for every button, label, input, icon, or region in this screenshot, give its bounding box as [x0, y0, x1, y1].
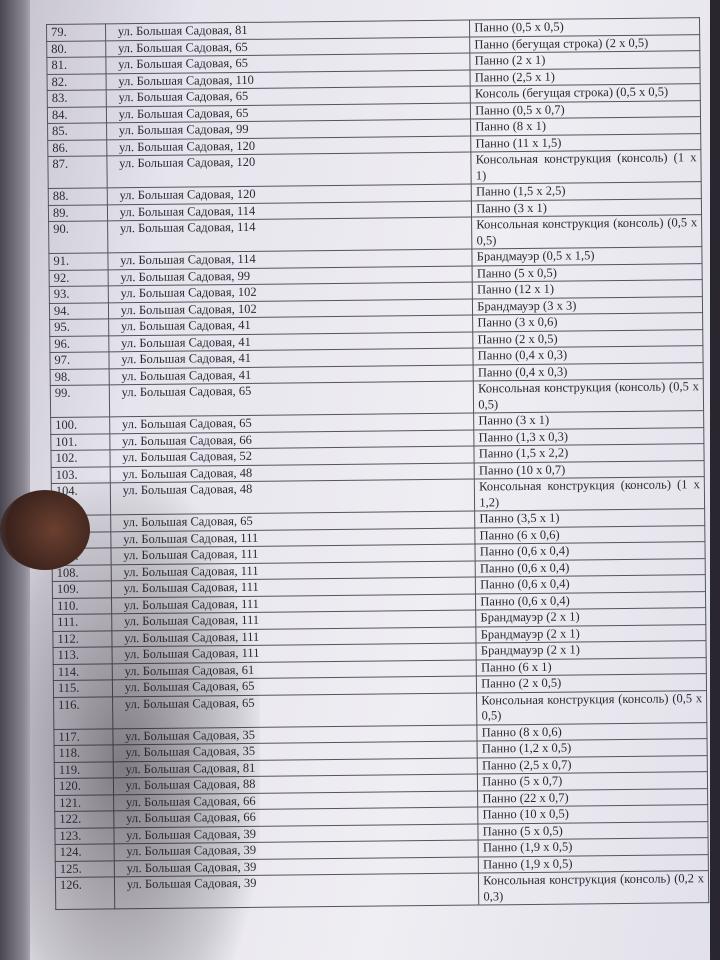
- row-number: 123.: [54, 827, 114, 845]
- row-address: ул. Большая Садовая, 120: [106, 152, 472, 188]
- row-structure-type: Консольная конструкция (консоль) (1 x 1): [471, 149, 702, 185]
- row-number: 109.: [52, 580, 112, 598]
- row-address: ул. Большая Садовая, 114: [107, 217, 473, 253]
- row-number: 119.: [54, 761, 114, 779]
- row-number: 84.: [47, 106, 107, 124]
- row-number: 79.: [46, 23, 106, 41]
- row-number: 113.: [53, 646, 112, 664]
- row-number: 116.: [53, 696, 113, 729]
- row-address: ул. Большая Садовая, 39: [114, 873, 480, 909]
- table-row: 126. ул. Большая Садовая, 39 Консольная ко…: [55, 870, 709, 910]
- row-number: 99.: [50, 384, 110, 418]
- row-number: 111.: [52, 613, 112, 631]
- row-number: 87.: [47, 155, 107, 189]
- row-number: 85.: [47, 122, 107, 140]
- row-number: 110.: [52, 597, 112, 615]
- row-number: 120.: [54, 777, 114, 795]
- adjacent-page-edge: [0, 0, 34, 960]
- row-number: 126.: [55, 876, 115, 910]
- row-structure-type: Консольная конструкция (консоль) (1 x 1,…: [474, 476, 705, 512]
- row-number: 96.: [49, 335, 109, 353]
- row-number: 91.: [48, 252, 108, 270]
- row-number: 92.: [49, 269, 109, 287]
- row-number: 125.: [55, 860, 115, 878]
- row-number: 86.: [47, 139, 107, 157]
- table-body: 79. ул. Большая Садовая, 81 Панно (0,5 x 0…: [46, 17, 709, 910]
- row-number: 82.: [47, 73, 106, 91]
- row-number: 89.: [48, 204, 108, 222]
- row-number: 112.: [52, 630, 112, 648]
- row-number: 90.: [48, 220, 108, 254]
- row-structure-type: Консольная конструкция (консоль) (0,2 x …: [478, 870, 709, 906]
- row-structure-type: Консольная конструкция (консоль) (0,5 x …: [471, 214, 702, 250]
- row-number: 103.: [51, 466, 111, 484]
- row-structure-type: Консоль (бегущая строка) (0,5 x 0,5): [470, 83, 701, 103]
- row-structure-type: Консольная конструкция (консоль) (0,5 x …: [473, 378, 704, 414]
- row-number: 121.: [54, 794, 114, 812]
- row-number: 124.: [55, 843, 115, 861]
- row-number: 102.: [50, 449, 110, 467]
- row-number: 95.: [49, 318, 109, 336]
- row-number: 83.: [47, 89, 107, 107]
- row-number: 101.: [50, 433, 110, 451]
- row-number: 93.: [49, 285, 109, 303]
- row-number: 97.: [49, 351, 109, 369]
- row-number: 88.: [48, 187, 108, 205]
- row-number: 118.: [54, 744, 113, 762]
- row-number: 80.: [46, 40, 106, 58]
- row-number: 81.: [46, 56, 106, 74]
- thumb: [0, 490, 90, 570]
- row-number: 94.: [49, 302, 109, 320]
- advertising-structures-table: 79. ул. Большая Садовая, 81 Панно (0,5 x 0…: [46, 17, 709, 910]
- row-number: 122.: [54, 810, 114, 828]
- row-structure-type: Консольная конструкция (консоль) (0,5 x …: [476, 690, 707, 725]
- row-number: 115.: [53, 679, 113, 697]
- row-address: ул. Большая Садовая, 48: [110, 479, 475, 515]
- row-address: ул. Большая Садовая, 65: [109, 381, 474, 417]
- row-number: 117.: [53, 728, 113, 746]
- row-number: 114.: [53, 663, 113, 681]
- row-number: 100.: [50, 416, 110, 434]
- row-address: ул. Большая Садовая, 65: [112, 692, 478, 729]
- row-number: 98.: [50, 368, 110, 386]
